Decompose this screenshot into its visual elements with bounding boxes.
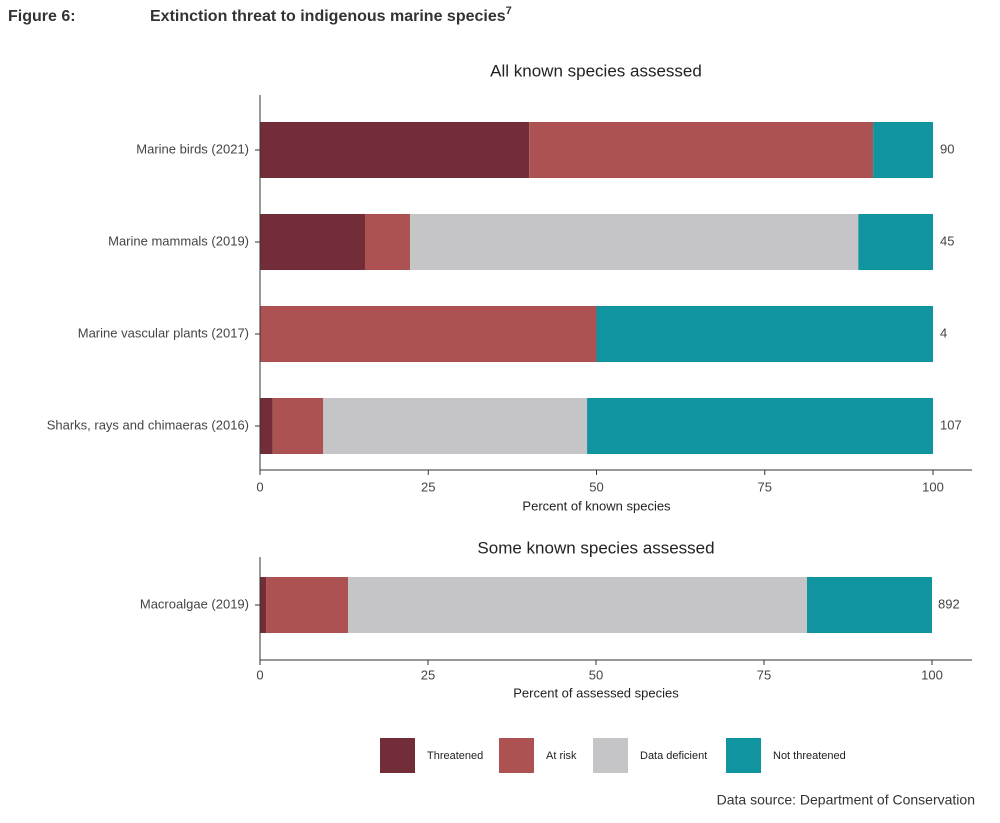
bar-segment	[596, 306, 933, 362]
category-label: Marine birds (2021)	[136, 141, 249, 156]
legend-label: Threatened	[427, 750, 483, 762]
x-tick-label: 75	[757, 667, 771, 682]
bar-segment	[529, 122, 874, 178]
bar-segment	[266, 577, 349, 633]
figure-title: Extinction threat to indigenous marine s…	[150, 5, 512, 25]
panel-subtitle: All known species assessed	[490, 61, 702, 80]
title-text: Extinction threat to indigenous marine s…	[150, 8, 506, 25]
x-tick-label: 50	[589, 479, 603, 494]
category-label: Sharks, rays and chimaeras (2016)	[47, 417, 249, 432]
x-tick-label: 100	[922, 479, 944, 494]
x-axis-label: Percent of assessed species	[513, 685, 679, 700]
figure-label: Figure 6:	[8, 8, 76, 25]
bar-segment	[858, 214, 933, 270]
x-tick-label: 75	[758, 479, 772, 494]
x-tick-label: 50	[589, 667, 603, 682]
x-tick-label: 0	[256, 667, 263, 682]
count-label: 107	[940, 417, 962, 432]
legend-label: Not threatened	[773, 750, 846, 762]
title-superscript: 7	[506, 5, 512, 17]
bar-segment	[260, 214, 365, 270]
legend-label: Data deficient	[640, 750, 707, 762]
panel-subtitle: Some known species assessed	[477, 538, 714, 557]
legend-label: At risk	[546, 750, 577, 762]
bar-segment	[260, 306, 597, 362]
bar-segment	[364, 214, 411, 270]
count-label: 90	[940, 141, 954, 156]
x-tick-label: 0	[256, 479, 263, 494]
count-label: 892	[938, 596, 960, 611]
bar-segment	[260, 122, 530, 178]
legend-swatch	[380, 738, 415, 773]
count-label: 4	[940, 325, 947, 340]
bar-segment	[260, 577, 267, 633]
legend-swatch	[499, 738, 534, 773]
x-tick-label: 100	[921, 667, 943, 682]
bar-segment	[272, 398, 324, 454]
bar-segment	[323, 398, 588, 454]
category-label: Marine vascular plants (2017)	[78, 325, 249, 340]
category-label: Marine mammals (2019)	[108, 233, 249, 248]
category-label: Macroalgae (2019)	[140, 596, 249, 611]
x-tick-label: 25	[421, 479, 435, 494]
bar-segment	[348, 577, 808, 633]
legend-swatch	[726, 738, 761, 773]
source: Data source: Department of Conservation	[717, 792, 975, 808]
x-axis-label: Percent of known species	[522, 498, 671, 513]
x-tick-label: 25	[421, 667, 435, 682]
legend-swatch	[593, 738, 628, 773]
bar-segment	[873, 122, 933, 178]
bar-segment	[410, 214, 859, 270]
count-label: 45	[940, 233, 954, 248]
bar-segment	[260, 398, 273, 454]
bar-segment	[807, 577, 932, 633]
bar-segment	[587, 398, 933, 454]
